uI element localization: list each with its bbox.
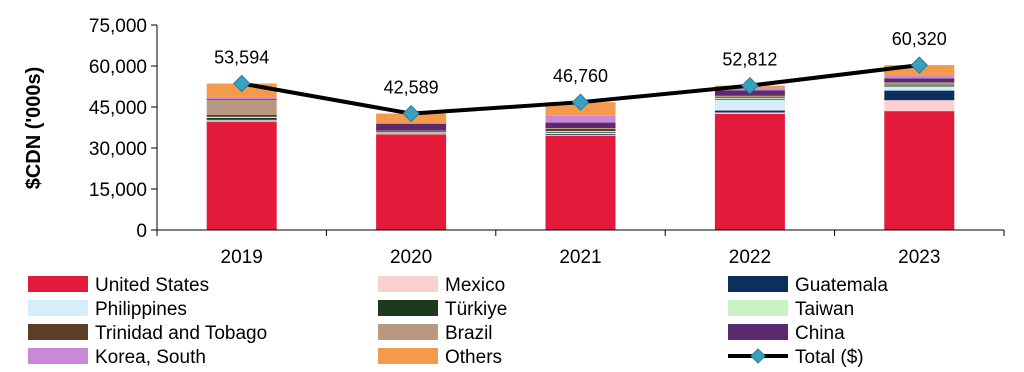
bar-segment [206, 114, 277, 117]
axes: 0 15,000 30,000 45,000 60,000 75,000 2019 2020 2… [89, 16, 1005, 268]
bar-segment [714, 97, 785, 99]
x-tick-label: 2023 [898, 247, 940, 268]
bar-segment [884, 90, 955, 101]
bar-segment [714, 97, 785, 98]
bar-segment [884, 83, 955, 85]
legend-swatch [728, 324, 788, 340]
bar-segment [206, 99, 277, 100]
bar-segment [545, 135, 616, 230]
y-tick-label: 75,000 [89, 16, 147, 37]
legend-swatch [378, 300, 438, 316]
total-marker [910, 56, 929, 74]
bar-segment [884, 78, 955, 83]
legend-swatch [28, 324, 88, 340]
bar-segment [206, 120, 277, 122]
bar-segment [545, 115, 616, 123]
legend-label: Total ($) [795, 347, 864, 368]
bar-segment [376, 123, 447, 131]
x-tick-label: 2020 [390, 247, 432, 268]
bar-segment [206, 121, 277, 123]
legend-swatch [728, 276, 788, 292]
legend-label: Others [445, 347, 502, 368]
legend-label: United States [95, 275, 209, 296]
bar-segment [545, 132, 616, 135]
bar-segment [376, 133, 447, 135]
x-tick-label: 2021 [559, 247, 601, 268]
bar-segment [884, 84, 955, 86]
data-label: 46,760 [553, 66, 608, 86]
bar-segment [545, 131, 616, 132]
x-tick-label: 2022 [729, 247, 771, 268]
data-label: 42,589 [384, 78, 439, 98]
bar-segment [545, 128, 616, 129]
y-tick-label: 15,000 [89, 180, 147, 201]
legend-label: Guatemala [795, 275, 888, 296]
legend-swatch [28, 276, 88, 292]
y-tick-label: 0 [136, 221, 147, 242]
total-marker [741, 76, 759, 95]
bar-segment [545, 128, 616, 132]
bar-segment [545, 134, 616, 136]
y-tick-label: 30,000 [89, 139, 147, 160]
bar-segment [714, 113, 785, 230]
total-line: 53,594 42,589 46,760 52,812 60,320 [214, 29, 947, 123]
data-label: 53,594 [214, 48, 269, 68]
bar-segment [714, 110, 785, 113]
legend-swatch [378, 276, 438, 292]
legend-label: Türkiye [445, 299, 507, 320]
legend-label: Taiwan [795, 299, 854, 320]
bar-segment [376, 131, 447, 133]
legend-label: Korea, South [95, 347, 206, 368]
bar-segment [714, 112, 785, 114]
bar-segment [884, 75, 955, 79]
bar-segment [376, 123, 447, 124]
bar-segment [376, 134, 447, 230]
legend: United States Mexico Guatemala Philippines T… [28, 275, 888, 368]
bar-segment [884, 100, 955, 112]
legend-swatch [28, 348, 88, 364]
total-marker [232, 74, 251, 93]
legend-swatch [728, 300, 788, 316]
legend-label: Philippines [95, 299, 187, 320]
bar-segment [884, 82, 955, 84]
data-label: 60,320 [892, 29, 947, 49]
legend-swatch-marker [750, 348, 766, 364]
bar-segment [714, 95, 785, 98]
bar-segment [884, 85, 955, 87]
bar-segment [714, 99, 785, 111]
x-tick-label: 2019 [221, 247, 263, 268]
bar-segment [714, 98, 785, 100]
bar-segment [206, 99, 277, 115]
bar-segment [545, 131, 616, 133]
total-marker [571, 93, 590, 111]
bar-segment [206, 117, 277, 120]
bar-segment [206, 122, 277, 230]
y-tick-label: 45,000 [89, 98, 147, 119]
bar-segment [884, 86, 955, 91]
bar-segment [376, 131, 447, 132]
bar-segment [206, 119, 277, 121]
bar-segment [376, 132, 447, 134]
legend-label: Brazil [445, 323, 493, 344]
bar-segment [884, 111, 955, 230]
legend-swatch [378, 348, 438, 364]
y-tick-label: 60,000 [89, 57, 147, 78]
bar-segment [545, 122, 616, 129]
bar-segment [206, 116, 277, 118]
legend-label: Trinidad and Tobago [95, 323, 267, 344]
data-label: 52,812 [722, 50, 777, 70]
legend-label: China [795, 323, 845, 344]
total-marker [402, 104, 420, 123]
bar-stacks [206, 65, 955, 230]
bar-segment [376, 130, 447, 132]
legend-swatch [28, 300, 88, 316]
legend-label: Mexico [445, 275, 505, 296]
legend-swatch [378, 324, 438, 340]
y-axis-label: $CDN ('000s) [23, 67, 45, 190]
bar-segment [206, 97, 277, 100]
bar-segment [545, 134, 616, 135]
